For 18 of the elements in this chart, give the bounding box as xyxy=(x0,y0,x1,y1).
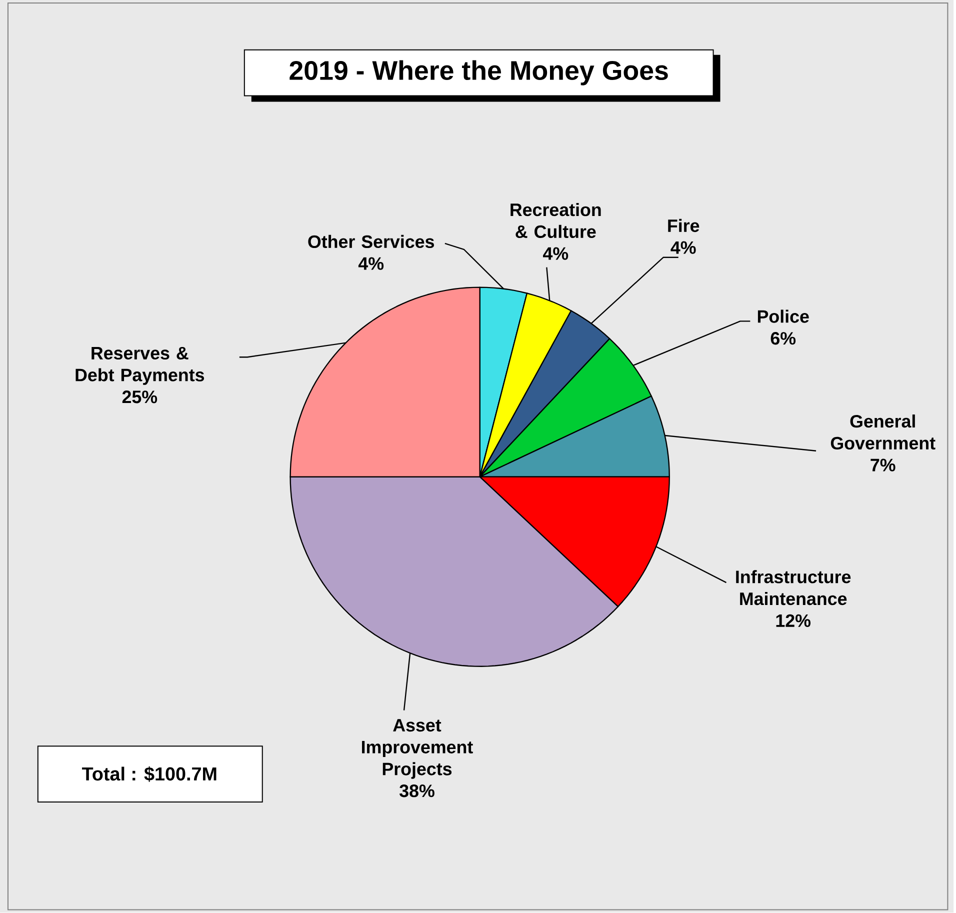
data-label: 6% xyxy=(770,332,796,345)
data-label: 25% xyxy=(122,390,158,404)
slice-label: Police xyxy=(758,310,809,323)
chart-title: 2019 - Where the Money Goes xyxy=(290,60,668,86)
data-label: 12% xyxy=(776,614,811,628)
text: Total : $100.7M xyxy=(82,766,216,782)
data-label: 38% xyxy=(399,784,434,798)
data-label: 4% xyxy=(670,241,696,254)
slice-label: General Government xyxy=(830,414,936,450)
data-label: 4% xyxy=(542,247,568,260)
data-label: 7% xyxy=(870,458,896,472)
slice-label: Asset Improvement Projects xyxy=(362,719,473,779)
slice-label: Recreation & Culture xyxy=(510,203,601,238)
slice-label: Other Services xyxy=(308,235,434,248)
data-label: 4% xyxy=(358,257,384,270)
slice-label: Reserves & Debt Payments xyxy=(76,347,204,386)
slice-label: Infrastructure Maintenance xyxy=(736,570,851,606)
slice-label: Fire xyxy=(668,219,700,232)
